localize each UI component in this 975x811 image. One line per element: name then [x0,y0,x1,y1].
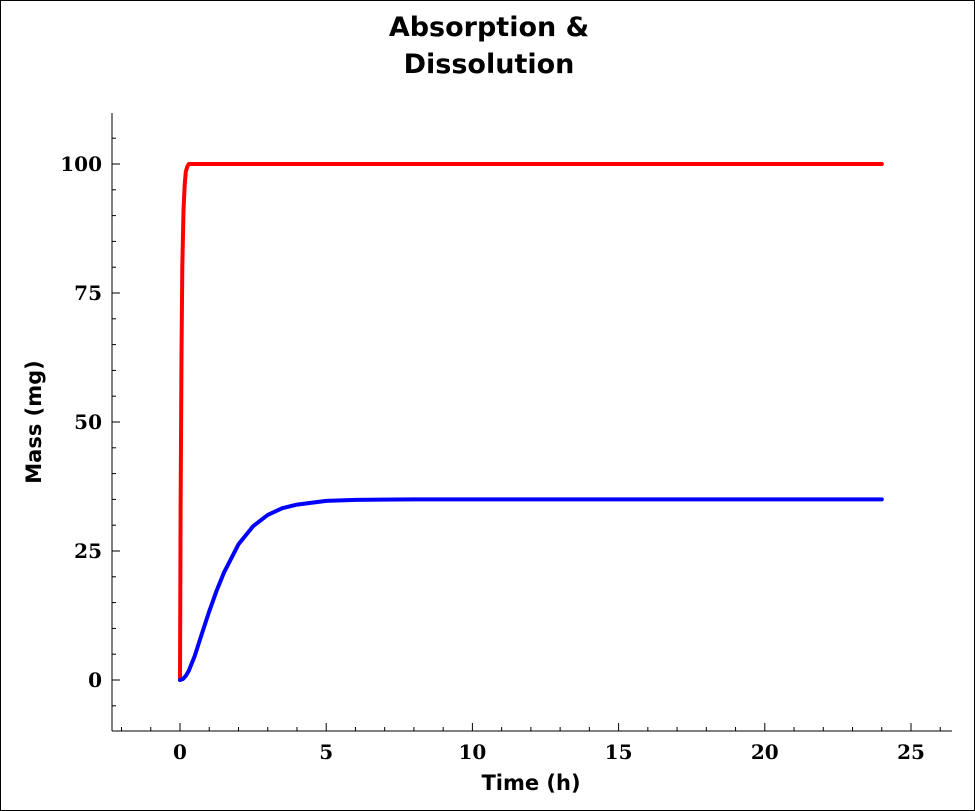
series-line-blue [178,497,884,682]
axes: 0 5 10 15 20 25 0 25 50 75 100 [60,113,952,764]
x-axis-label: Time (h) [481,771,580,795]
x-tick-label: 5 [319,740,333,764]
chart-title-line-2: Dissolution [404,49,575,80]
chart-title-line-1: Absorption & [389,12,589,43]
y-tick-label: 0 [88,668,102,692]
x-tick-label: 15 [605,740,633,764]
series-line-red [178,162,884,682]
y-tick-label: 100 [60,152,102,176]
x-tick-label: 20 [751,740,779,764]
y-tick-label: 25 [74,539,102,563]
y-axis-label: Mass (mg) [22,360,46,484]
x-tick-label: 0 [173,740,187,764]
y-tick-label: 50 [74,410,102,434]
series-layer [178,162,884,682]
x-tick-label: 10 [458,740,486,764]
y-tick-label: 75 [74,281,102,305]
x-tick-label: 25 [897,740,925,764]
